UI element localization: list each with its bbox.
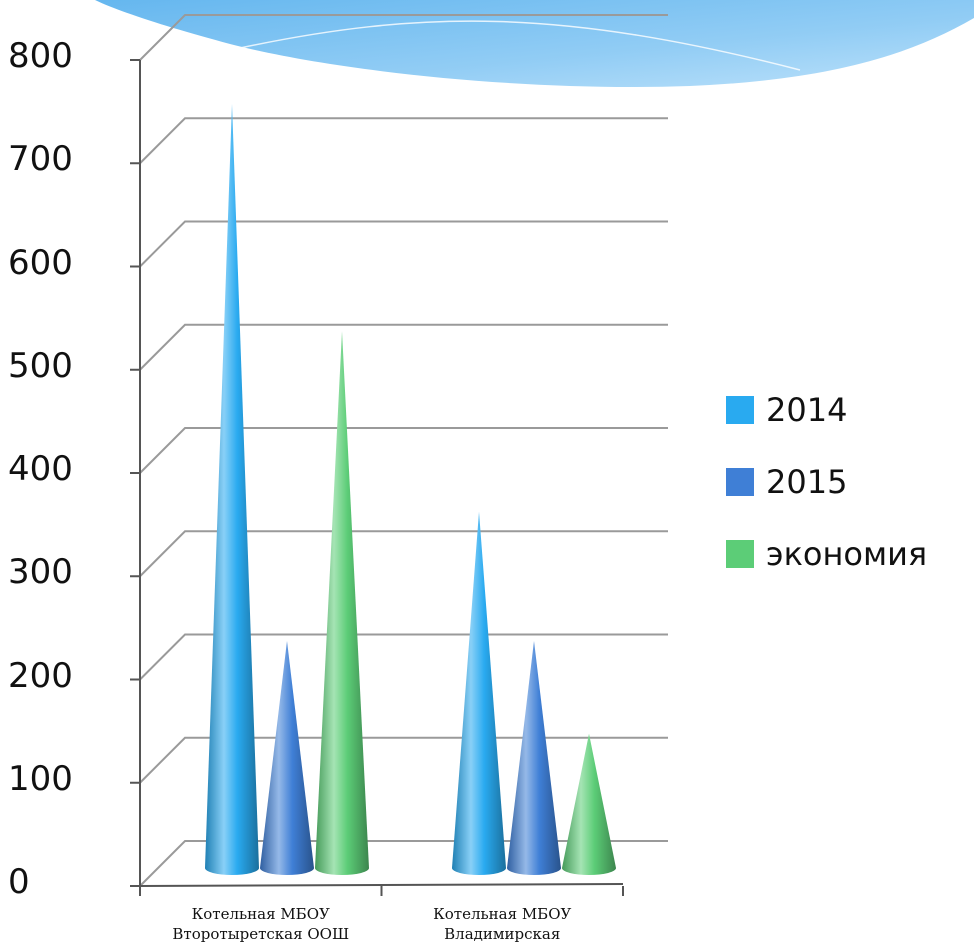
gridline [139,427,668,474]
x-axis-line [139,883,624,887]
decorative-top-swoosh-line [239,20,801,71]
legend-item-economy: экономия [726,516,927,592]
bar-cone-body [260,640,314,875]
y-tick-label: 500 [8,345,73,386]
bar-cone [452,511,506,875]
legend-label-economy: экономия [766,535,928,573]
legend-swatch-2014 [726,396,754,424]
y-tick-label: 300 [8,552,73,593]
bar-cone-body [507,640,561,875]
legend: 2014 2015 экономия [726,376,927,592]
y-tick-label: 700 [8,139,73,180]
gridline [139,323,668,371]
legend-label-2014: 2014 [766,391,848,429]
decorative-top-swoosh [95,0,974,87]
bar-cone-body [315,331,369,876]
x-category-label-line: Котельная МБОУ [433,905,572,923]
y-tick-label: 600 [8,242,73,283]
y-tick-label: 0 [8,862,30,902]
y-tick-label: 100 [8,758,73,799]
gridline [139,530,668,577]
gridline [139,14,668,61]
y-tick-label: 200 [8,655,73,696]
gridline [139,117,668,164]
bar-cone [260,640,314,875]
x-category-label-line: Котельная МБОУ [191,905,330,923]
gridline [139,633,668,681]
legend-swatch-2015 [726,468,754,496]
gridline [139,736,668,784]
legend-item-2014: 2014 [726,372,927,448]
bar-cone [507,640,561,875]
bar-cone-body [452,511,506,875]
gridline [139,840,668,887]
x-category-label: Котельная МБОУ Владимирская [382,904,622,944]
bar-cone-body [205,103,259,875]
y-tick-label: 800 [8,36,73,76]
bar-cone [562,733,616,875]
x-category-label-line: Владимирская [444,925,561,943]
bar-cone [205,103,259,875]
legend-swatch-economy [726,540,754,568]
legend-label-2015: 2015 [766,463,848,501]
gridline [139,220,668,268]
y-tick-label: 400 [8,449,73,489]
x-category-label: Котельная МБОУ Второтыретская ООШ [141,904,381,944]
bar-cone-body [562,733,616,875]
x-category-label-line: Второтыретская ООШ [172,925,350,943]
bar-cone [315,331,369,876]
legend-item-2015: 2015 [726,444,927,520]
